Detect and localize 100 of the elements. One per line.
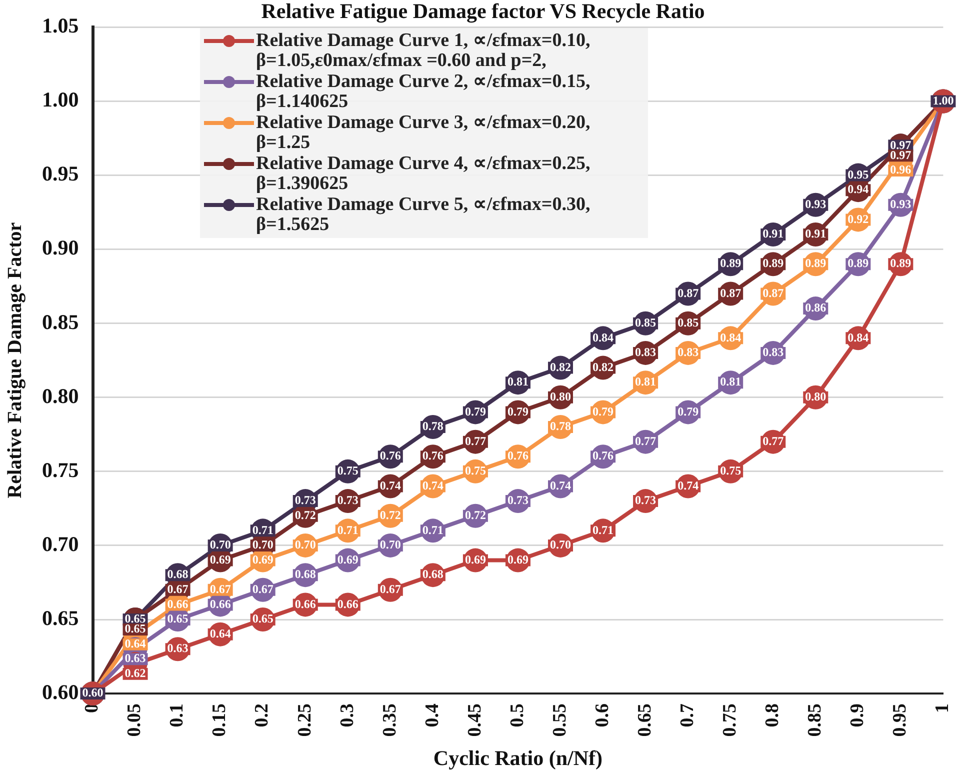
data-label: 0.92 xyxy=(848,212,869,226)
x-tick-label: 0.3 xyxy=(336,704,358,728)
data-label: 0.86 xyxy=(805,300,826,315)
x-tick-label: 0.95 xyxy=(890,704,911,737)
x-tick-label: 0.5 xyxy=(506,704,528,728)
data-label: 0.74 xyxy=(422,478,444,492)
data-label: 0.76 xyxy=(507,448,528,463)
data-label: 0.80 xyxy=(805,389,826,404)
x-tick-label: 0.4 xyxy=(422,703,443,728)
x-tick-label: 0.6 xyxy=(592,704,613,728)
data-label: 0.75 xyxy=(464,464,486,478)
data-label: 0.73 xyxy=(294,493,316,508)
data-label: 0.72 xyxy=(294,508,316,522)
data-label: 0.73 xyxy=(337,493,358,508)
y-tick-label: 0.60 xyxy=(42,680,79,704)
data-label: 0.67 xyxy=(252,582,274,596)
y-tick-label: 0.75 xyxy=(42,458,79,482)
data-label: 0.87 xyxy=(720,286,742,300)
data-label: 0.70 xyxy=(380,538,401,552)
data-label: 0.70 xyxy=(252,538,274,552)
x-tick-label: 1 xyxy=(932,704,954,714)
x-tick-label: 0.65 xyxy=(634,704,656,737)
data-label: 0.68 xyxy=(294,567,316,582)
x-tick-label: 0.35 xyxy=(379,704,400,737)
y-tick-label: 0.90 xyxy=(42,236,79,260)
data-label: 0.63 xyxy=(167,641,188,656)
x-tick-label: 0.55 xyxy=(549,704,570,737)
data-label: 0.89 xyxy=(848,256,869,270)
data-label: 0.69 xyxy=(337,552,358,566)
y-tick-label: 0.85 xyxy=(42,310,79,334)
legend-label: Relative Damage Curve 4, ∝/εfmax=0.25, β=1.390625 xyxy=(256,153,592,194)
y-tick-label: 0.65 xyxy=(42,606,79,630)
data-label: 0.74 xyxy=(550,478,571,492)
data-label: 0.60 xyxy=(82,686,104,700)
data-label: 0.89 xyxy=(762,256,784,270)
data-label: 0.76 xyxy=(592,448,614,463)
data-label: 0.72 xyxy=(380,508,401,522)
x-tick-label: 0.9 xyxy=(847,704,868,728)
data-label: 0.93 xyxy=(890,196,912,211)
legend-label: Relative Damage Curve 2, ∝/εfmax=0.15, β=1.140625 xyxy=(256,71,592,112)
data-label: 0.77 xyxy=(464,434,486,448)
data-label: 0.67 xyxy=(167,582,188,596)
data-label: 0.83 xyxy=(762,345,784,360)
y-tick-label: 0.80 xyxy=(42,384,79,408)
data-label: 0.89 xyxy=(890,256,912,270)
data-label: 0.83 xyxy=(678,345,699,360)
data-label: 0.76 xyxy=(380,448,401,463)
data-label: 0.81 xyxy=(720,374,742,389)
x-tick-label: 0.2 xyxy=(252,704,273,728)
y-tick-label: 0.95 xyxy=(42,162,79,186)
data-label: 0.71 xyxy=(592,522,614,537)
data-label: 0.82 xyxy=(592,360,614,374)
data-label: 0.69 xyxy=(210,552,231,566)
data-label: 0.96 xyxy=(890,162,912,177)
data-label: 0.77 xyxy=(762,434,784,448)
data-label: 0.81 xyxy=(507,374,528,389)
x-axis-title: Cyclic Ratio (n/Nf) xyxy=(433,746,603,770)
data-label: 0.64 xyxy=(124,636,146,650)
data-label: 0.67 xyxy=(210,582,231,596)
data-label: 0.87 xyxy=(762,286,784,300)
data-label: 0.63 xyxy=(124,651,146,666)
data-label: 0.68 xyxy=(422,567,444,582)
legend-label: Relative Damage Curve 5, ∝/εfmax=0.30, β=1.5625 xyxy=(256,194,592,235)
data-label: 0.84 xyxy=(720,330,742,344)
data-label: 0.75 xyxy=(337,464,358,478)
data-label: 0.70 xyxy=(210,538,231,552)
data-label: 0.73 xyxy=(635,493,656,508)
data-label: 0.72 xyxy=(464,508,486,522)
data-label: 0.77 xyxy=(635,434,656,448)
data-label: 0.64 xyxy=(210,626,231,640)
data-label: 0.66 xyxy=(337,596,358,611)
data-label: 0.62 xyxy=(124,666,146,680)
data-label: 0.91 xyxy=(805,226,826,241)
data-label: 0.81 xyxy=(635,374,656,389)
data-label: 0.66 xyxy=(294,596,316,611)
data-label: 0.65 xyxy=(124,612,146,626)
data-label: 0.78 xyxy=(422,419,444,434)
x-tick-label: 0.8 xyxy=(762,704,784,728)
data-label: 1.00 xyxy=(932,93,954,108)
data-label: 0.75 xyxy=(720,464,742,478)
y-tick-label: 0.70 xyxy=(42,532,79,556)
data-label: 0.69 xyxy=(507,552,528,566)
data-label: 0.71 xyxy=(422,522,444,537)
data-label: 0.87 xyxy=(678,286,699,300)
x-tick-label: 0.85 xyxy=(804,704,826,737)
data-label: 0.79 xyxy=(507,404,528,418)
data-label: 0.69 xyxy=(464,552,486,566)
data-label: 0.65 xyxy=(252,612,274,626)
data-label: 0.74 xyxy=(380,478,401,492)
data-label: 0.91 xyxy=(762,226,784,241)
data-label: 0.80 xyxy=(550,389,571,404)
data-label: 0.79 xyxy=(678,404,699,418)
data-label: 0.67 xyxy=(380,582,401,596)
data-label: 0.66 xyxy=(167,596,188,611)
data-label: 0.70 xyxy=(550,538,571,552)
data-label: 0.85 xyxy=(678,315,699,330)
legend-label: Relative Damage Curve 3, ∝/εfmax=0.20, β=1.25 xyxy=(256,112,592,153)
data-label: 0.79 xyxy=(592,404,614,418)
x-tick-label: 0.15 xyxy=(209,704,230,737)
data-label: 0.74 xyxy=(678,478,699,492)
